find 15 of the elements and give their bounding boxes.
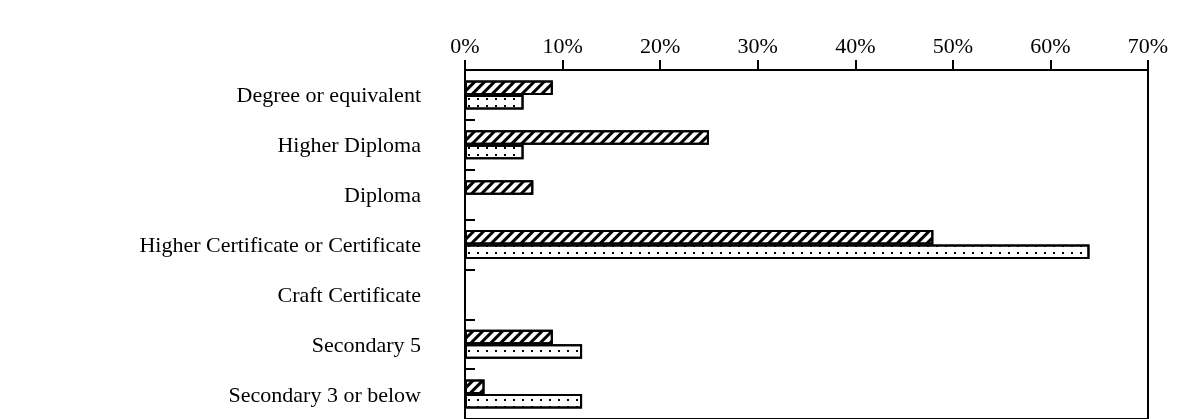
x-tick-label: 20%: [639, 32, 681, 58]
y-tick-label: Craft Certificate: [277, 281, 421, 307]
x-tick-label: 30%: [737, 32, 778, 58]
x-tick-label: 10%: [542, 32, 583, 58]
x-tick-label: 50%: [932, 32, 974, 58]
y-tick-label: Secondary 5: [311, 331, 421, 357]
y-tick-label: Higher Certificate or Certificate: [139, 232, 421, 257]
x-tick-label: 0%: [450, 32, 480, 58]
x-tick-label: 60%: [1030, 32, 1071, 58]
y-tick-label: Higher Diploma: [277, 132, 422, 158]
x-tick-label: 70%: [1127, 32, 1169, 58]
y-tick-label: Degree or equivalent: [236, 82, 421, 108]
y-tick-label: Secondary 3 or below: [228, 381, 422, 407]
x-tick-label: 40%: [835, 32, 876, 58]
y-tick-label: Diploma: [344, 182, 422, 208]
